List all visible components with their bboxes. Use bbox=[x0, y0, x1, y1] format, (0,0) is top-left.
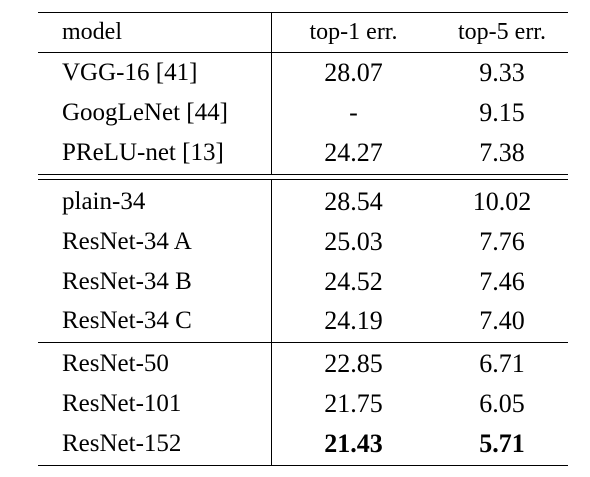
top1-cell: 24.52 bbox=[324, 267, 383, 296]
top1-cell: 25.03 bbox=[324, 227, 383, 256]
top5-cell-best: 5.71 bbox=[479, 429, 525, 458]
top5-cell: 7.46 bbox=[479, 267, 525, 296]
top1-cell: 24.19 bbox=[324, 306, 383, 335]
bottom-rule bbox=[38, 465, 568, 467]
top1-cell: 24.27 bbox=[324, 138, 383, 167]
column-header-top5: top-5 err. bbox=[458, 19, 546, 45]
top5-cell: 7.40 bbox=[479, 306, 525, 335]
model-cell: PReLU-net [13] bbox=[62, 139, 224, 166]
model-cell: VGG-16 [41] bbox=[62, 59, 198, 86]
top5-cell: 7.76 bbox=[479, 227, 525, 256]
group-2-bottom-rule bbox=[38, 342, 568, 344]
model-cell: ResNet-34 C bbox=[62, 307, 192, 334]
table-row: VGG-16 [41] 28.07 9.33 bbox=[38, 53, 568, 93]
table-row: PReLU-net [13] 24.27 7.38 bbox=[38, 133, 568, 173]
model-cell: ResNet-152 bbox=[62, 430, 182, 457]
table-row: ResNet-34 C 24.19 7.40 bbox=[38, 301, 568, 341]
results-table: model top-1 err. top-5 err. VGG-16 [41] … bbox=[38, 0, 568, 477]
column-header-model: model bbox=[62, 19, 122, 45]
column-header-top1: top-1 err. bbox=[309, 19, 398, 45]
table-row: plain-34 28.54 10.02 bbox=[38, 182, 568, 222]
top5-cell: 9.15 bbox=[479, 98, 525, 127]
model-cell: ResNet-34 B bbox=[62, 268, 192, 295]
model-cell: ResNet-50 bbox=[62, 350, 169, 377]
table-row: ResNet-101 21.75 6.05 bbox=[38, 384, 568, 424]
header-rule bbox=[38, 52, 568, 54]
top5-cell: 10.02 bbox=[472, 187, 532, 216]
top1-cell: - bbox=[349, 98, 358, 127]
model-cell: plain-34 bbox=[62, 188, 146, 215]
column-divider bbox=[271, 12, 273, 174]
top1-cell-best: 21.43 bbox=[324, 429, 383, 458]
top1-cell: 28.54 bbox=[324, 187, 383, 216]
top-rule bbox=[38, 12, 568, 14]
top5-cell: 6.05 bbox=[479, 389, 525, 418]
group-1-bottom-rule bbox=[38, 174, 568, 176]
model-cell: GoogLeNet [44] bbox=[62, 99, 228, 126]
table-row: ResNet-34 A 25.03 7.76 bbox=[38, 222, 568, 262]
model-cell: ResNet-101 bbox=[62, 390, 182, 417]
model-cell: ResNet-34 A bbox=[62, 228, 192, 255]
top5-cell: 9.33 bbox=[479, 58, 525, 87]
column-divider bbox=[271, 179, 273, 465]
header-row: model top-1 err. top-5 err. bbox=[38, 12, 568, 52]
top5-cell: 7.38 bbox=[479, 138, 525, 167]
table-row: ResNet-50 22.85 6.71 bbox=[38, 344, 568, 384]
top1-cell: 21.75 bbox=[324, 389, 383, 418]
table-row: GoogLeNet [44] - 9.15 bbox=[38, 93, 568, 133]
top1-cell: 22.85 bbox=[324, 349, 383, 378]
table-row-best: ResNet-152 21.43 5.71 bbox=[38, 424, 568, 464]
table-row: ResNet-34 B 24.52 7.46 bbox=[38, 262, 568, 302]
group-2-top-rule bbox=[38, 179, 568, 181]
top1-cell: 28.07 bbox=[324, 58, 383, 87]
top5-cell: 6.71 bbox=[479, 349, 525, 378]
